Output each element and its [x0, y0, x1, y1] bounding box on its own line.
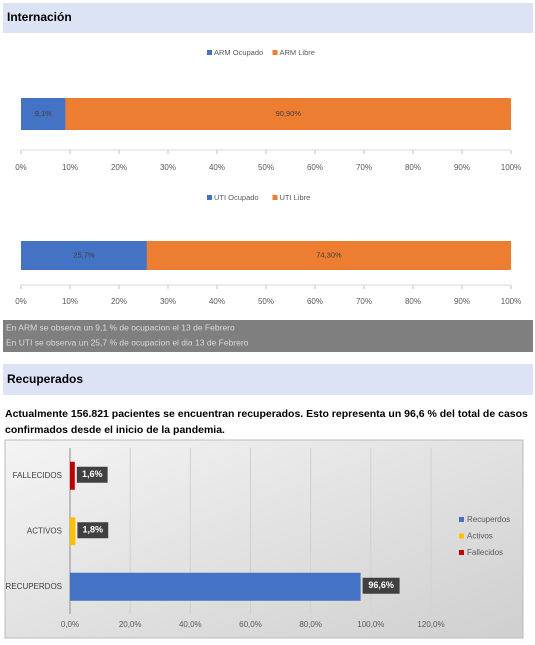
- x-tick-label: 0%: [15, 297, 27, 306]
- x-tick-label: 100,0%: [357, 620, 384, 629]
- bar: [21, 241, 147, 270]
- note: En UTI se observa un 25,7 % de ocupacion…: [6, 337, 249, 347]
- x-tick-label: 0,0%: [61, 620, 79, 629]
- x-tick-label: 60%: [307, 297, 323, 306]
- legend-swatch: [272, 195, 278, 200]
- x-tick-label: 40%: [209, 163, 225, 172]
- x-tick-label: 80,0%: [299, 620, 322, 629]
- section-header: [3, 3, 533, 33]
- x-tick-label: 80%: [405, 297, 421, 306]
- y-tick-label: RECUPERDOS: [6, 582, 62, 591]
- legend-swatch: [459, 517, 464, 522]
- legend-swatch: [207, 50, 212, 55]
- x-tick-label: 40,0%: [179, 620, 202, 629]
- bar: [70, 572, 361, 601]
- x-tick-label: 80%: [405, 163, 421, 172]
- x-tick-label: 30%: [160, 297, 176, 306]
- x-tick-label: 0%: [15, 163, 27, 172]
- value-label: 74,30%: [316, 250, 342, 259]
- value-label: 1,8%: [83, 525, 104, 535]
- legend-label: Fallecidos: [467, 548, 503, 557]
- bar: [146, 241, 511, 270]
- x-tick-label: 20%: [111, 297, 127, 306]
- section-title: Internación: [7, 10, 72, 24]
- x-tick-label: 60,0%: [239, 620, 262, 629]
- legend-label: UTI Libre: [280, 193, 311, 202]
- x-tick-label: 20%: [111, 163, 127, 172]
- x-tick-label: 90%: [454, 163, 470, 172]
- legend-label: Recuperdos: [467, 515, 510, 524]
- section-header: [3, 364, 533, 395]
- x-tick-label: 30%: [160, 163, 176, 172]
- paragraph: confirmados desde el inicio de la pandem…: [5, 424, 225, 436]
- value-label: 25,7%: [73, 250, 95, 259]
- legend-label: ARM Libre: [280, 48, 315, 57]
- x-tick-label: 90%: [454, 297, 470, 306]
- value-label-box: [362, 577, 400, 594]
- x-tick-label: 100%: [501, 163, 521, 172]
- x-tick-label: 10%: [62, 297, 78, 306]
- value-label: 90,90%: [276, 109, 302, 118]
- bar: [21, 98, 66, 130]
- x-tick-label: 60%: [307, 163, 323, 172]
- legend-swatch: [459, 533, 464, 539]
- x-tick-label: 50%: [258, 297, 274, 306]
- bar: [70, 461, 75, 490]
- x-tick-label: 120,0%: [417, 620, 444, 629]
- paragraph: Actualmente 156.821 pacientes se encuent…: [5, 408, 528, 420]
- x-tick-label: 10%: [62, 163, 78, 172]
- legend-swatch: [207, 195, 212, 200]
- value-label: 9,1%: [35, 109, 52, 118]
- x-tick-label: 40%: [209, 297, 225, 306]
- y-tick-label: ACTIVOS: [27, 526, 62, 535]
- legend-swatch: [459, 550, 464, 555]
- bar: [65, 98, 511, 130]
- value-label: 96,6%: [368, 580, 394, 590]
- x-tick-label: 20,0%: [119, 620, 142, 629]
- x-tick-label: 100%: [501, 297, 521, 306]
- note: En ARM se observa un 9,1 % de ocupacion …: [6, 322, 235, 332]
- legend-label: UTI Ocupado: [214, 193, 259, 202]
- legend-label: Activos: [467, 532, 493, 541]
- bar: [70, 517, 76, 546]
- x-tick-label: 50%: [258, 163, 274, 172]
- legend-swatch: [272, 50, 278, 55]
- x-tick-label: 70%: [356, 297, 372, 306]
- value-label-box: [76, 466, 108, 483]
- legend-label: ARM Ocupado: [214, 48, 263, 57]
- value-label: 1,6%: [82, 469, 103, 479]
- section-title: Recuperados: [7, 372, 83, 386]
- notes-box: [3, 320, 533, 352]
- x-tick-label: 70%: [356, 163, 372, 172]
- y-tick-label: FALLECIDOS: [13, 471, 62, 480]
- value-label-box: [77, 522, 109, 539]
